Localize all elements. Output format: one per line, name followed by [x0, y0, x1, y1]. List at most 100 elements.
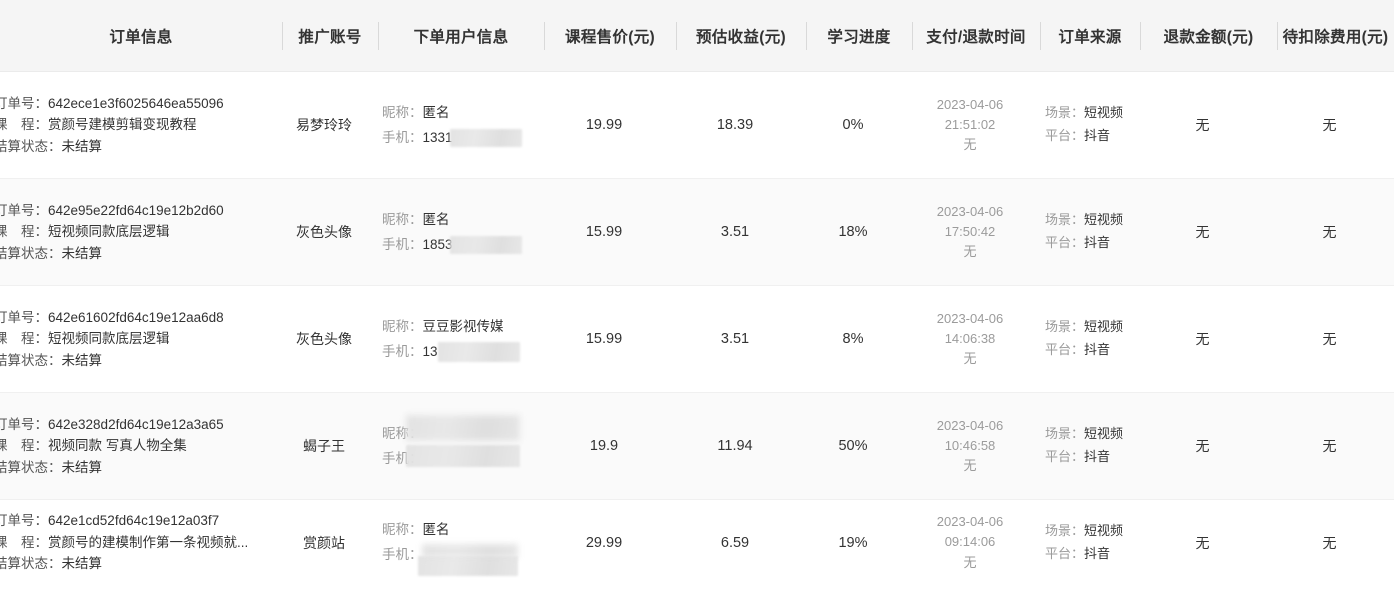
pay-time: 21:51:02 — [944, 116, 996, 132]
column-header-study-progress[interactable]: 学习进度 — [806, 0, 912, 71]
order-no: 订单号：642e1cd52fd64c19e12a03f7 — [0, 513, 220, 529]
course-name: 课 程：短视频同款底层逻辑 — [0, 224, 170, 240]
order-source-platform: 平台：抖音 — [1044, 128, 1111, 143]
cell-refund-amount: 无 — [1134, 72, 1271, 178]
table-row[interactable]: 订单号：642e61602fd64c19e12aa6d8 课 程：短视频同款底层逻… — [0, 286, 1394, 393]
column-header-order-source[interactable]: 订单来源 — [1040, 0, 1140, 71]
settle-status-value: 未结算 — [61, 352, 103, 368]
pay-refund-time-block: 2023-04-06 21:51:02 无 — [937, 95, 1004, 155]
cell-pay-refund-time: 2023-04-06 17:50:42 无 — [906, 179, 1034, 285]
order-source-block: 场景：短视频 平台：抖音 — [1045, 520, 1123, 566]
settle-status-value: 未结算 — [61, 138, 103, 154]
cell-order-info: 订单号：642e61602fd64c19e12aa6d8 课 程：短视频同款底层逻… — [0, 286, 276, 392]
pay-refund-time-block: 2023-04-06 09:14:06 无 — [937, 512, 1004, 572]
cell-course-price: 19.9 — [538, 393, 670, 499]
refund-amount-value: 无 — [1195, 331, 1210, 347]
order-source-scene-value: 短视频 — [1084, 319, 1124, 335]
promo-account-name: 蝎子王 — [303, 438, 345, 454]
pay-time: 17:50:42 — [944, 223, 996, 239]
course-name-value: 短视频同款底层逻辑 — [48, 224, 170, 240]
cell-buyer-info: 昵称： 手机： — [372, 393, 538, 499]
pay-date: 2023-04-06 — [936, 203, 1004, 219]
settle-status: 结算状态：未结算 — [0, 138, 103, 154]
cell-study-progress: 19% — [800, 500, 906, 585]
table-body: 订单号：642ece1e3f6025646ea55096 课 程：赏颜号建模剪辑变… — [0, 72, 1394, 585]
pay-date: 2023-04-06 — [936, 417, 1004, 433]
column-header-promo-account[interactable]: 推广账号 — [282, 0, 378, 71]
order-source-block: 场景：短视频 平台：抖音 — [1045, 316, 1123, 362]
buyer-phone: 手机：13 — [382, 343, 438, 359]
table-row[interactable]: 订单号：642ece1e3f6025646ea55096 课 程：赏颜号建模剪辑变… — [0, 72, 1394, 179]
cell-promo-account: 赏颜站 — [276, 500, 372, 585]
course-name: 课 程：短视频同款底层逻辑 — [0, 331, 170, 347]
promo-account-name: 灰色头像 — [296, 224, 352, 240]
pending-fee-value: 无 — [1322, 331, 1337, 347]
est-earnings-value: 18.39 — [716, 117, 754, 133]
cell-pay-refund-time: 2023-04-06 10:46:58 无 — [906, 393, 1034, 499]
settle-status-value: 未结算 — [61, 556, 103, 572]
order-source-platform-value: 抖音 — [1084, 128, 1111, 143]
table-header-row: 订单信息 推广账号 下单用户信息 课程售价(元) 预估收益(元) 学习进度 支付/退款时间 订… — [0, 0, 1394, 72]
pay-time: 10:46:58 — [944, 437, 996, 453]
promo-account-name: 赏颜站 — [303, 534, 345, 551]
order-no: 订单号：642ece1e3f6025646ea55096 — [0, 95, 224, 111]
cell-course-price: 29.99 — [538, 500, 670, 585]
column-header-buyer-info[interactable]: 下单用户信息 — [378, 0, 544, 71]
cell-study-progress: 0% — [800, 72, 906, 178]
buyer-phone-value: 13 — [422, 343, 438, 359]
pay-refund-time-block: 2023-04-06 10:46:58 无 — [937, 416, 1004, 476]
pay-refund-time-block: 2023-04-06 17:50:42 无 — [937, 202, 1004, 262]
pending-fee-value: 无 — [1322, 224, 1337, 240]
cell-study-progress: 8% — [800, 286, 906, 392]
column-header-label: 预估收益(元) — [696, 28, 786, 46]
column-header-label: 支付/退款时间 — [926, 28, 1026, 46]
order-no-value: 642e328d2fd64c19e12a3a65 — [48, 416, 224, 432]
study-progress-value: 50% — [838, 438, 868, 454]
course-price-value: 29.99 — [585, 534, 623, 551]
cell-order-source: 场景：短视频 平台：抖音 — [1034, 500, 1134, 585]
cell-est-earnings: 18.39 — [670, 72, 800, 178]
settle-status: 结算状态：未结算 — [0, 459, 102, 475]
buyer-nickname: 昵称：匿名 — [382, 522, 450, 538]
course-name: 课 程：赏颜号的建模制作第一条视频就... — [0, 534, 249, 550]
column-header-label: 课程售价(元) — [565, 28, 655, 46]
study-progress-value: 0% — [842, 117, 864, 133]
cell-pay-refund-time: 2023-04-06 21:51:02 无 — [906, 72, 1034, 178]
order-source-scene-value: 短视频 — [1084, 212, 1124, 228]
redaction-overlay-phone — [438, 342, 520, 362]
cell-est-earnings: 11.94 — [670, 393, 800, 499]
cell-study-progress: 50% — [800, 393, 906, 499]
refund-amount-value: 无 — [1195, 117, 1210, 133]
table-row[interactable]: 订单号：642e328d2fd64c19e12a3a65 课 程：视频同款 写真人… — [0, 393, 1394, 500]
column-header-refund-amount[interactable]: 退款金额(元) — [1140, 0, 1277, 71]
column-header-order-info[interactable]: 订单信息 — [0, 0, 282, 71]
cell-pending-fee: 无 — [1271, 72, 1388, 178]
est-earnings-value: 3.51 — [720, 331, 750, 347]
column-header-course-price[interactable]: 课程售价(元) — [544, 0, 676, 71]
cell-pending-fee: 无 — [1271, 393, 1388, 499]
cell-course-price: 19.99 — [538, 72, 670, 178]
refund-amount-value: 无 — [1195, 224, 1210, 240]
course-name-value: 赏颜号的建模制作第一条视频就... — [48, 534, 249, 550]
order-no: 订单号：642e328d2fd64c19e12a3a65 — [0, 416, 224, 432]
est-earnings-value: 3.51 — [720, 224, 750, 240]
order-source-platform: 平台：抖音 — [1044, 235, 1111, 250]
buyer-nickname-value: 豆豆影视传媒 — [422, 318, 504, 334]
column-header-pay-refund-time[interactable]: 支付/退款时间 — [912, 0, 1040, 71]
cell-buyer-info: 昵称：匿名 手机：1331 — [372, 72, 538, 178]
order-source-platform: 平台：抖音 — [1044, 342, 1111, 357]
refund-amount-value: 无 — [1195, 438, 1210, 454]
order-no-value: 642e1cd52fd64c19e12a03f7 — [48, 513, 220, 529]
table-row[interactable]: 订单号：642e1cd52fd64c19e12a03f7 课 程：赏颜号的建模制作… — [0, 500, 1394, 585]
order-no: 订单号：642e61602fd64c19e12aa6d8 — [0, 309, 224, 325]
redaction-overlay-phone — [418, 556, 518, 576]
cell-refund-amount: 无 — [1134, 500, 1271, 585]
buyer-phone: 手机：1331 — [382, 129, 453, 145]
column-header-pending-fee[interactable]: 待扣除费用(元) — [1277, 0, 1394, 71]
table-row[interactable]: 订单号：642e95e22fd64c19e12b2d60 课 程：短视频同款底层逻… — [0, 179, 1394, 286]
cell-order-source: 场景：短视频 平台：抖音 — [1034, 286, 1134, 392]
study-progress-value: 8% — [842, 331, 864, 347]
course-name: 课 程：视频同款 写真人物全集 — [0, 438, 187, 454]
column-header-est-earnings[interactable]: 预估收益(元) — [676, 0, 806, 71]
